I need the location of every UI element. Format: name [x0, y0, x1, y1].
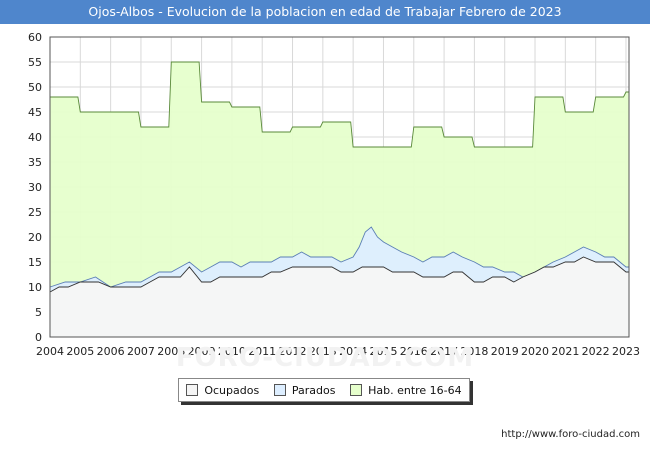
y-tick-label: 0 — [35, 331, 42, 344]
x-tick-label: 2013 — [309, 345, 337, 358]
legend-swatch-parados — [273, 384, 286, 396]
legend-label-ocupados: Ocupados — [204, 383, 260, 397]
y-tick-label: 25 — [28, 206, 42, 219]
x-tick-label: 2006 — [97, 345, 125, 358]
y-tick-label: 55 — [28, 56, 42, 69]
x-tick-label: 2011 — [248, 345, 276, 358]
line-hab-entre-16-64 — [50, 61, 629, 148]
y-tick-label: 20 — [28, 231, 42, 244]
chart-title: Ojos-Albos - Evolucion de la poblacion e… — [0, 0, 650, 24]
x-tick-label: 2019 — [491, 345, 519, 358]
x-tick-labels: 2004 2005 2006 2007 2008 2009 2010 2011 2012 2013… — [36, 345, 640, 358]
y-tick-label: 45 — [28, 106, 42, 119]
y-tick-label: 40 — [28, 131, 42, 144]
x-tick-label: 2014 — [339, 345, 367, 358]
y-tick-label: 5 — [35, 306, 42, 319]
watermark: FORO-CIUDAD.COM — [175, 343, 475, 373]
x-tick-label: 2018 — [460, 345, 488, 358]
x-tick-label: 2021 — [551, 345, 579, 358]
legend-item-ocupados: Ocupados — [186, 384, 259, 397]
x-tick-label: 2012 — [279, 345, 307, 358]
x-tick-label: 2023 — [612, 345, 640, 358]
y-tick-label: 35 — [28, 156, 42, 169]
legend-item-hab: Hab. entre 16-64 — [350, 384, 462, 397]
legend-swatch-ocupados — [186, 384, 199, 396]
x-tick-label: 2005 — [66, 345, 94, 358]
x-tick-label: 2020 — [521, 345, 549, 358]
plot-frame — [49, 36, 630, 338]
source-url[interactable]: http://www.foro-ciudad.com — [501, 429, 640, 440]
y-tick-labels: 0 5 10 15 20 25 30 35 40 45 50 55 60 — [28, 31, 42, 344]
x-tick-label: 2015 — [369, 345, 397, 358]
y-tick-label: 15 — [28, 256, 42, 269]
x-tick-label: 2017 — [430, 345, 458, 358]
x-tick-label: 2004 — [36, 345, 64, 358]
x-tick-label: 2016 — [400, 345, 428, 358]
legend: Ocupados Parados Hab. entre 16-64 — [178, 378, 470, 402]
legend-label-hab: Hab. entre 16-64 — [368, 383, 462, 397]
y-tick-label: 50 — [28, 81, 42, 94]
x-tick-label: 2008 — [157, 345, 185, 358]
series-areas — [49, 61, 629, 337]
y-tick-label: 60 — [28, 31, 42, 44]
x-tick-label: 2007 — [127, 345, 155, 358]
y-tick-label: 30 — [28, 181, 42, 194]
line-ocupados — [49, 256, 629, 293]
area-ocupados — [50, 257, 629, 337]
y-tick-label: 10 — [28, 281, 42, 294]
legend-swatch-hab — [350, 384, 363, 396]
legend-item-parados: Parados — [273, 383, 336, 397]
x-tick-label: 2009 — [188, 345, 216, 358]
x-tick-label: 2010 — [218, 345, 246, 358]
legend-label-parados: Parados — [291, 383, 336, 397]
x-tick-label: 2022 — [582, 345, 610, 358]
